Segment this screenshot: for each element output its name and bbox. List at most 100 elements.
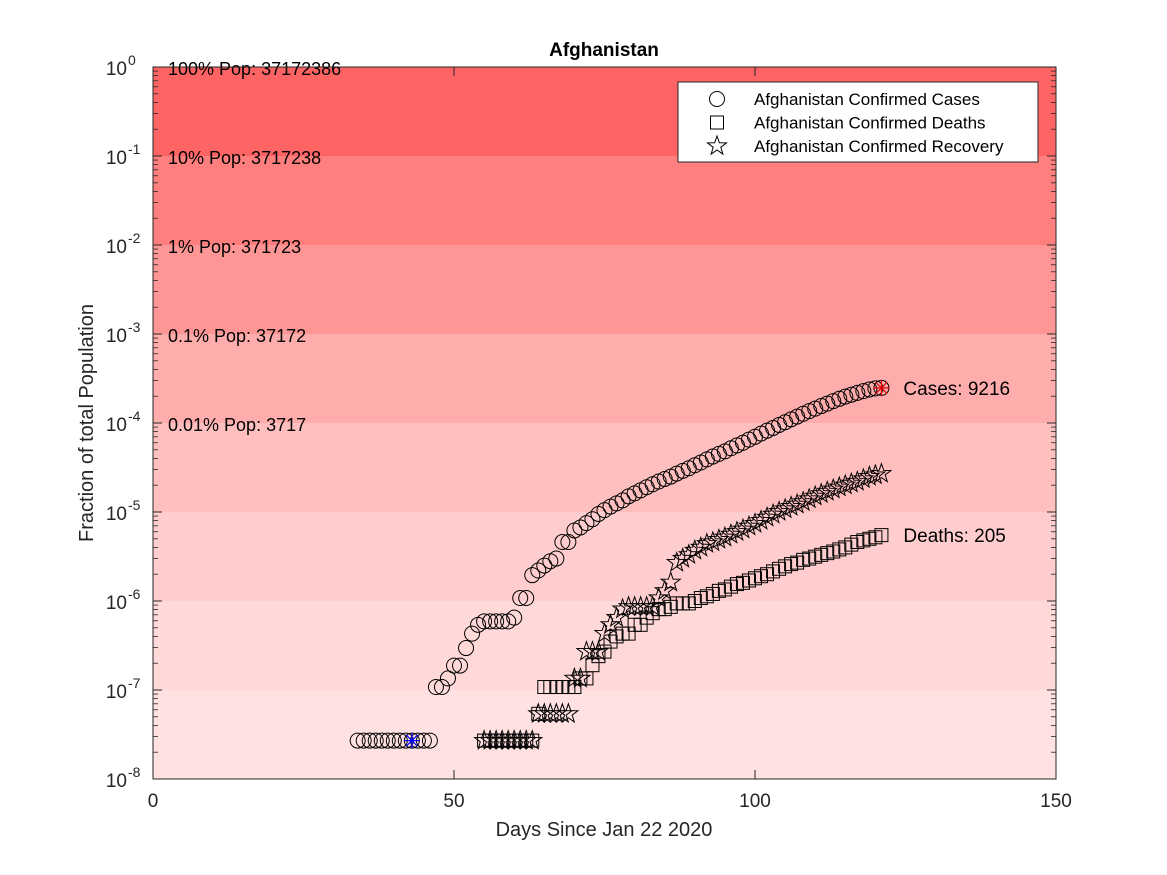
y-tick-label: 10 [106,504,127,525]
y-tick-base: 10 [106,593,127,614]
highlight-stroke [875,381,888,394]
highlight-markers [403,379,890,749]
data-point-square [874,528,889,543]
data-point-circle [548,550,565,567]
y-tick-exponent: -6 [128,586,141,602]
data-point-star [551,702,574,724]
y-tick-base: 10 [106,771,127,792]
data-point-circle [452,657,469,674]
series-square [477,528,889,748]
data-point-circle [367,732,384,749]
population-band-labels: 100% Pop: 37172386 10% Pop: 3717238 1% Pop… [168,59,341,435]
y-tick-base: 10 [106,59,127,80]
y-tick-label: 10 [106,593,127,614]
data-point-star [521,729,544,750]
y-tick-label: 10 [106,59,127,80]
data-point-circle [843,386,860,403]
data-point-circle [464,625,481,642]
data-point-star [611,597,634,619]
y-tick-exponent: -1 [128,141,141,157]
highlight-stroke [405,734,418,747]
data-point-circle [439,670,456,687]
data-point-star [774,497,797,519]
data-point-star [762,502,785,524]
population-band-label: 10% Pop: 3717238 [168,148,321,168]
legend-marker-star [706,134,728,156]
data-point-star [816,479,839,501]
legend-label: Afghanistan Confirmed Deaths [754,114,986,133]
data-point-circle [494,613,511,630]
population-band [153,512,1056,601]
data-point-star [641,595,664,617]
y-tick-label: 10 [106,326,127,347]
y-tick-exponent: -3 [128,319,141,335]
data-point-circle [849,384,866,401]
y-tick-label: 10 [106,237,127,258]
y-tick-label: 10 [106,771,127,792]
data-point-star [599,613,622,635]
chart-title: Afghanistan [549,40,659,61]
y-tick-base: 10 [106,504,127,525]
population-band-label: 0.1% Pop: 37172 [168,326,306,346]
data-point-star [701,530,724,552]
population-band [153,334,1056,423]
y-tick-exponent: 0 [128,52,136,68]
data-point-circle [349,732,366,749]
data-point-star [768,500,791,521]
y-tick-exponent: -8 [128,764,141,780]
legend-box [677,81,1039,163]
highlight-marker [403,732,420,749]
data-point-circle [554,534,571,551]
annotation-label: Cases: 9216 [903,379,1010,400]
data-point-circle [385,732,402,749]
population-band-label: 100% Pop: 37172386 [168,59,341,79]
legend-label: Afghanistan Confirmed Recovery [754,137,1004,156]
y-tick-label: 10 [106,415,127,436]
legend-marker-circle [709,91,725,107]
legend: Afghanistan Confirmed Cases Afghanistan C… [677,81,1039,163]
data-point-star [840,471,863,493]
population-band-label: 1% Pop: 371723 [168,237,301,257]
data-point-circle [861,381,878,398]
data-point-star [569,666,592,688]
y-tick-base: 10 [106,415,127,436]
data-point-circle [614,492,631,509]
data-point-circle [433,679,450,696]
data-point-star [587,640,610,661]
x-tick-label: 100 [739,791,771,812]
x-tick-label: 50 [443,791,464,812]
data-point-star [798,487,821,509]
data-point-circle [421,732,438,749]
data-point-star [659,570,682,592]
data-point-circle [427,679,444,696]
data-point-star [563,666,586,688]
data-point-circle [379,732,396,749]
data-point-circle [506,609,523,626]
data-point-circle [530,562,547,579]
data-point-circle [578,515,595,532]
y-tick-exponent: -2 [128,230,141,246]
data-point-star [647,586,670,608]
legend-label: Afghanistan Confirmed Cases [754,90,980,109]
data-point-star [804,484,827,506]
x-tick-label: 150 [1040,791,1072,812]
y-tick-base: 10 [106,148,127,169]
data-point-circle [355,732,372,749]
data-point-star [786,492,809,514]
data-point-star [725,520,748,542]
y-tick-exponent: -4 [128,408,141,424]
data-point-star [864,463,887,485]
data-point-circle [373,732,390,749]
population-band [153,156,1056,245]
population-band [153,690,1056,779]
population-band [153,423,1056,512]
data-point-star [581,640,604,661]
y-tick-label: 10 [106,682,127,703]
data-point-circle [536,557,553,574]
annotations: Cases: 9216 Deaths: 205 [903,379,1010,547]
data-point-circle [572,519,589,536]
data-point-circle [512,590,529,607]
data-point-circle [837,388,854,405]
data-point-star [738,514,760,536]
annotation-label: Deaths: 205 [903,526,1005,547]
